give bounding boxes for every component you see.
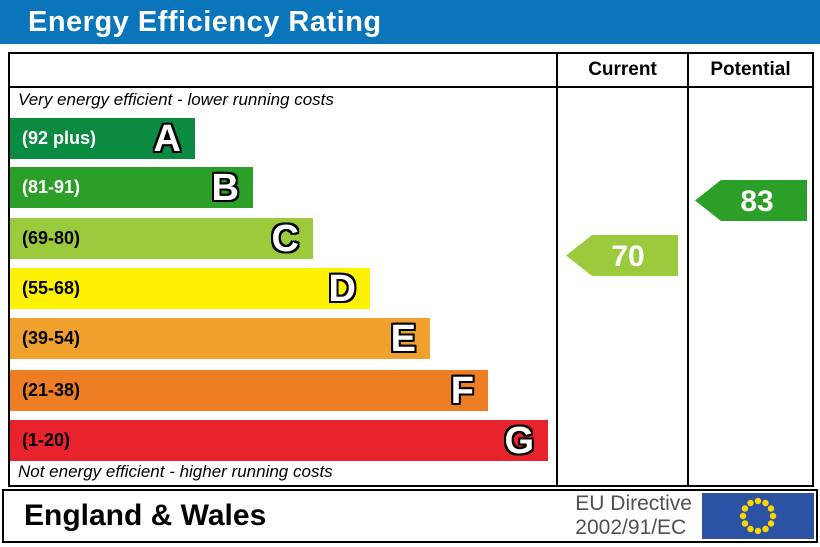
band-row-f: (21-38) F [10,370,488,411]
bottom-note: Not energy efficient - higher running co… [18,462,333,481]
band-bar-b: (81-91) B [10,167,253,208]
page-title: Energy Efficiency Rating [28,5,382,38]
potential-arrow-shape [695,180,807,221]
current-arrow-shape [566,235,678,276]
band-bar-f: (21-38) F [10,370,488,411]
potential-rating-value: 83 [740,185,773,218]
rating-table: Current Potential Very energy efficient … [8,52,814,487]
band-range-label: (55-68) [22,278,81,298]
eu-directive-text: EU Directive 2002/91/EC [575,492,692,539]
table-header-row [10,54,812,88]
eu-directive-line2: 2002/91/EC [575,516,687,539]
eu-directive-line1: EU Directive [575,492,692,516]
band-range-label: (81-91) [22,177,81,197]
band-bar-d: (55-68) D [10,268,370,309]
current-rating-value: 70 [611,240,644,273]
eu-flag-stars [739,497,777,535]
band-letter: E [390,317,416,360]
band-bar-g: (1-20) G [10,420,548,461]
potential-rating-arrow: 83 [695,180,807,221]
current-column-header: Current [588,59,657,80]
band-letter: B [211,166,239,209]
band-row-g: (1-20) G [10,420,548,461]
band-range-label: (69-80) [22,228,81,248]
eu-flag-icon [702,493,814,539]
band-row-c: (69-80) C [10,218,313,259]
potential-column-header: Potential [710,59,791,80]
current-column-divider [556,54,558,485]
band-letter: D [328,267,356,310]
footer-bar: England & Wales EU Directive 2002/91/EC [2,489,818,543]
band-bar-c: (69-80) C [10,218,313,259]
band-row-a: (92 plus) A [10,118,195,159]
potential-column-divider [687,54,689,485]
band-letter: C [271,217,299,260]
band-row-e: (39-54) E [10,318,430,359]
band-letter: F [450,369,474,412]
band-range-label: (1-20) [22,430,71,450]
band-letter: A [153,117,181,160]
top-note: Very energy efficient - lower running co… [18,90,334,109]
band-range-label: (92 plus) [22,128,97,148]
current-rating-arrow: 70 [566,235,678,276]
band-row-d: (55-68) D [10,268,370,309]
band-letter: G [504,419,534,462]
band-bar-a: (92 plus) A [10,118,195,159]
band-row-b: (81-91) B [10,167,253,208]
band-range-label: (21-38) [22,380,81,400]
band-range-label: (39-54) [22,328,81,348]
title-bar: Energy Efficiency Rating [0,0,820,44]
band-bar-e: (39-54) E [10,318,430,359]
region-label: England & Wales [24,499,267,532]
